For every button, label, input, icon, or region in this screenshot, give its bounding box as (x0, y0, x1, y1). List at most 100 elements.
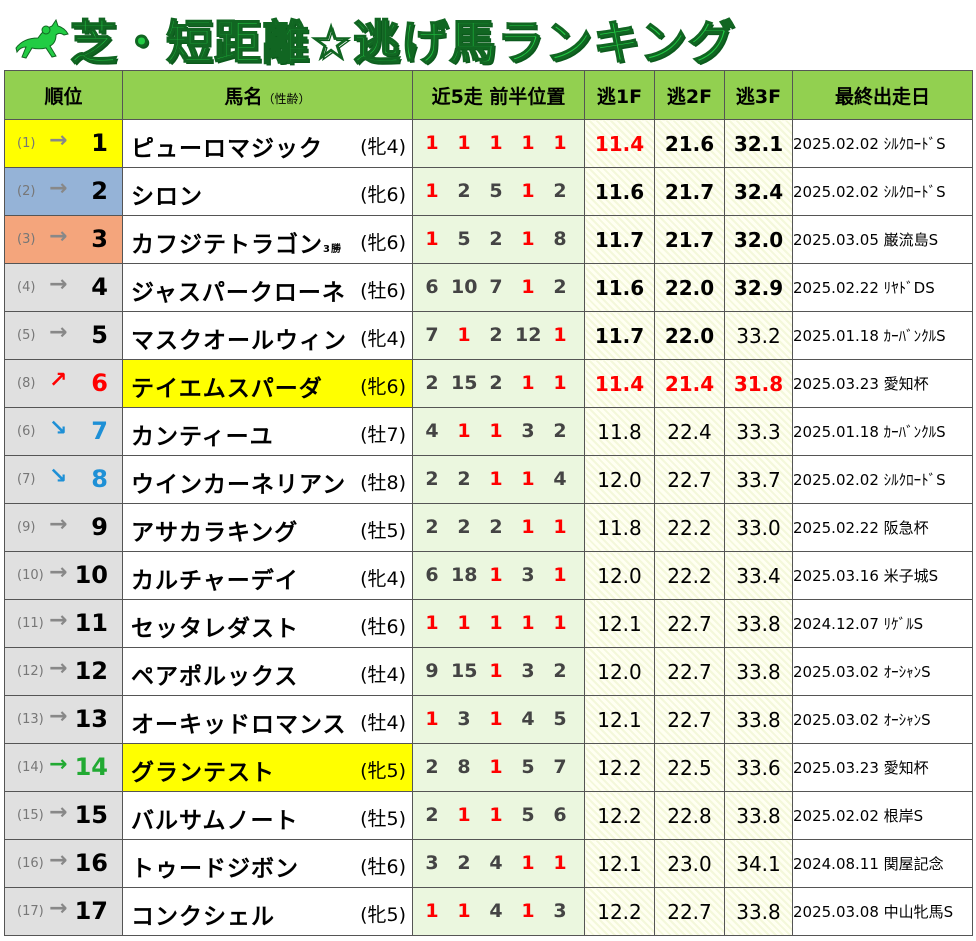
position-value: 1 (425, 132, 439, 154)
position-value: 4 (553, 468, 567, 490)
position-value: 2 (489, 324, 503, 346)
header-rank: 順位 (4, 70, 123, 120)
horse-sex-age: (牡6) (360, 280, 406, 302)
previous-rank: (16) (17, 856, 44, 871)
horse-sex-age: (牡6) (360, 856, 406, 878)
f1-time: 11.4 (584, 119, 655, 168)
horse-name-text: トゥードジボン (131, 856, 299, 882)
rank-cell: (6) ↘ 7 (4, 407, 123, 456)
position-value: 2 (553, 420, 567, 442)
positions-cell: 6 18 1 3 1 (412, 551, 585, 600)
position-value: 8 (553, 228, 567, 250)
last-race: 2025.03.02 ｵｰｼｬﾝS (792, 695, 973, 744)
table-row: (16) → 16 トゥードジボン (牡6) 3 2 4 1 1 12.1 23.0 34.1 2024.… (4, 839, 973, 888)
trend-arrow-icon: → (49, 128, 68, 153)
rank-cell: (16) → 16 (4, 839, 123, 888)
table-row: (13) → 13 オーキッドロマンス (牡4) 1 3 1 4 5 12.1 22.7 33.8 202… (4, 695, 973, 744)
rank-cell: (12) → 12 (4, 647, 123, 696)
positions-cell: 2 15 2 1 1 (412, 359, 585, 408)
header-last-race: 最終出走日 (792, 70, 973, 120)
f2-time: 22.0 (654, 311, 725, 360)
horse-sex-age: (牝5) (360, 904, 406, 926)
last-race: 2025.01.18 ｶｰﾊﾞﾝｸﾙS (792, 311, 973, 360)
horse-sex-age: (牡6) (360, 616, 406, 638)
trend-arrow-icon: → (49, 608, 68, 633)
horse-name-text: セッタレダスト (131, 616, 299, 642)
position-value: 1 (489, 132, 503, 154)
f1-time: 11.7 (584, 215, 655, 264)
f1-time: 11.8 (584, 407, 655, 456)
horse-name-text: アサカラキング (131, 520, 299, 546)
f1-time: 12.0 (584, 551, 655, 600)
previous-rank: (17) (17, 904, 44, 919)
position-value: 3 (553, 900, 567, 922)
horse-name-cell: トゥードジボン (牡6) (122, 839, 413, 888)
horse-name-text: カフジテトラゴン (131, 232, 323, 258)
previous-rank: (4) (17, 280, 36, 295)
horse-name: ウインカーネリアン (131, 465, 346, 499)
last-race: 2025.02.02 ｼﾙｸﾛｰﾄﾞS (792, 119, 973, 168)
position-value: 1 (553, 132, 567, 154)
rank-number: 6 (91, 369, 108, 397)
last-race: 2025.03.23 愛知杯 (792, 359, 973, 408)
table-row: (11) → 11 セッタレダスト (牡6) 1 1 1 1 1 12.1 22.7 33.8 2024.… (4, 599, 973, 648)
f1-time: 11.4 (584, 359, 655, 408)
position-value: 7 (489, 276, 503, 298)
rank-number: 5 (91, 321, 108, 349)
f3-time: 33.8 (724, 647, 793, 696)
last-race: 2024.12.07 ﾘｹﾞﾙS (792, 599, 973, 648)
horse-racing-icon (15, 18, 69, 59)
table-row: (5) → 5 マスクオールウィン (牝4) 7 1 2 12 1 11.7 22.0 33.2 2025… (4, 311, 973, 360)
position-value: 3 (521, 660, 535, 682)
f1-time: 12.1 (584, 599, 655, 648)
position-value: 1 (521, 900, 535, 922)
position-value: 2 (425, 516, 439, 538)
position-value: 4 (521, 708, 535, 730)
last-race: 2025.01.18 ｶｰﾊﾞﾝｸﾙS (792, 407, 973, 456)
horse-name-cell: ウインカーネリアン (牡8) (122, 455, 413, 504)
f3-time: 33.8 (724, 599, 793, 648)
f2-time: 21.6 (654, 119, 725, 168)
horse-name-text: コンクシェル (131, 904, 275, 930)
position-value: 1 (489, 804, 503, 826)
position-value: 1 (457, 420, 471, 442)
rank-cell: (7) ↘ 8 (4, 455, 123, 504)
horse-name: ピューロマジック (131, 129, 323, 163)
last-race: 2025.02.02 ｼﾙｸﾛｰﾄﾞS (792, 167, 973, 216)
f2-time: 22.4 (654, 407, 725, 456)
trend-arrow-icon: → (49, 560, 68, 585)
position-value: 7 (425, 324, 439, 346)
horse-name-cell: ジャスパークローネ (牡6) (122, 263, 413, 312)
f1-time: 11.6 (584, 263, 655, 312)
position-value: 1 (457, 900, 471, 922)
previous-rank: (3) (17, 232, 36, 247)
rank-cell: (10) → 10 (4, 551, 123, 600)
trend-arrow-icon: → (49, 704, 68, 729)
horse-name: シロン (131, 177, 203, 211)
position-value: 1 (457, 132, 471, 154)
rank-number: 8 (91, 465, 108, 493)
f2-time: 22.2 (654, 551, 725, 600)
last-race: 2025.02.02 ｼﾙｸﾛｰﾄﾞS (792, 455, 973, 504)
horse-name: カルチャーデイ (131, 561, 299, 595)
position-value: 1 (425, 900, 439, 922)
header-f3: 逃3F (724, 70, 793, 120)
horse-sex-age: (牝6) (360, 184, 406, 206)
f2-time: 22.5 (654, 743, 725, 792)
position-value: 2 (457, 468, 471, 490)
last-race: 2025.02.22 ﾘﾔﾄﾞDS (792, 263, 973, 312)
horse-name: オーキッドロマンス (131, 705, 347, 739)
horse-name-text: グランテスト (131, 760, 275, 786)
position-value: 2 (425, 804, 439, 826)
header-name: 馬名（性齢） (122, 70, 413, 120)
position-value: 6 (553, 804, 567, 826)
position-value: 4 (489, 900, 503, 922)
position-value: 2 (553, 660, 567, 682)
table-row: (1) → 1 ピューロマジック (牝4) 1 1 1 1 1 11.4 21.6 32.1 2025.0… (4, 119, 973, 168)
f2-time: 22.7 (654, 599, 725, 648)
horse-name-text: ペアポルックス (131, 664, 299, 690)
position-value: 5 (521, 756, 535, 778)
position-value: 1 (553, 612, 567, 634)
